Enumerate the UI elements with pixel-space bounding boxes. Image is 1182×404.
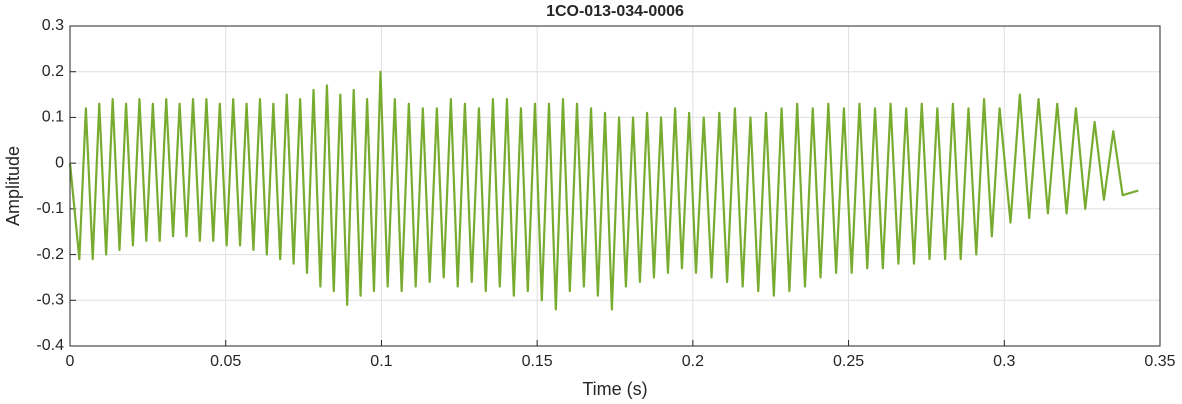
y-tick-label: 0.3 bbox=[42, 17, 64, 34]
x-axis-label: Time (s) bbox=[582, 379, 647, 399]
y-tick-label: 0.2 bbox=[42, 63, 64, 80]
x-tick-label: 0.2 bbox=[682, 353, 704, 370]
y-tick-label: -0.4 bbox=[36, 337, 64, 354]
line-series bbox=[68, 70, 1139, 311]
chart-title: 1CO-013-034-0006 bbox=[546, 3, 684, 20]
y-tick-label: 0.1 bbox=[42, 109, 64, 126]
x-tick-label: 0.05 bbox=[210, 353, 241, 370]
y-axis-label: Amplitude bbox=[3, 146, 23, 226]
x-tick-label: 0.15 bbox=[522, 353, 553, 370]
x-tick-label: 0.3 bbox=[993, 353, 1015, 370]
y-tick-label: -0.3 bbox=[36, 292, 64, 309]
x-tick-label: 0.35 bbox=[1144, 353, 1175, 370]
y-tick-label: -0.1 bbox=[36, 200, 64, 217]
plot-area bbox=[70, 26, 1160, 346]
x-tick-label: 0 bbox=[66, 353, 75, 370]
y-tick-label: 0 bbox=[55, 154, 64, 171]
axes-box bbox=[69, 25, 1161, 347]
y-tick-label: -0.2 bbox=[36, 246, 64, 263]
x-tick-label: 0.25 bbox=[833, 353, 864, 370]
x-tick-label: 0.1 bbox=[370, 353, 392, 370]
